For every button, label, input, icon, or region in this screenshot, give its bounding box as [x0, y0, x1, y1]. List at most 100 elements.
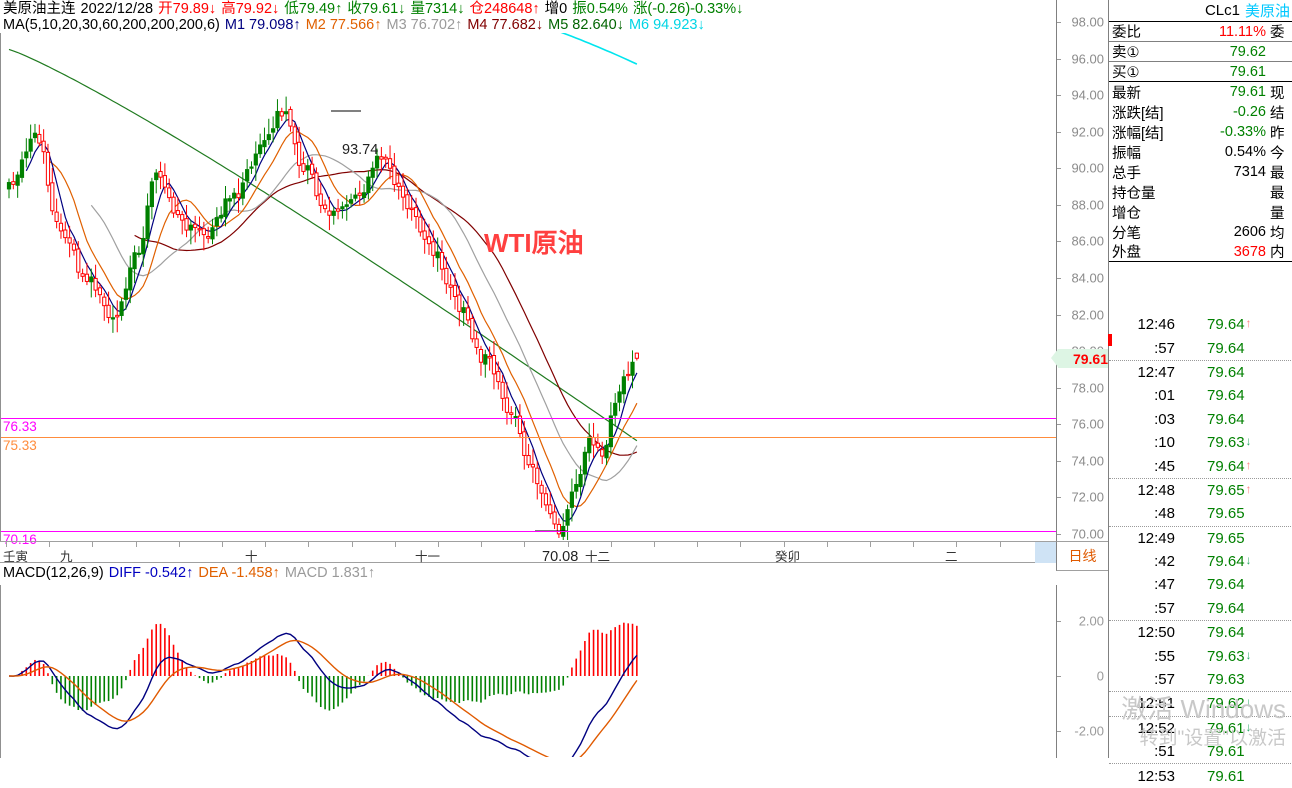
- tick-row[interactable]: 12:49 79.65: [1109, 527, 1292, 550]
- quote-row-label: 振幅: [1112, 145, 1141, 162]
- time-axis-tick: [438, 542, 439, 547]
- tick-row[interactable]: :48 79.65: [1109, 502, 1292, 527]
- price-axis-tick: [1057, 204, 1061, 206]
- quote-row-外盘[interactable]: 外盘 3678 内: [1109, 242, 1292, 262]
- quote-row-tail: 最: [1270, 185, 1285, 202]
- quote-row-value: 79.61: [1229, 63, 1266, 80]
- macd-canvas[interactable]: [1, 585, 1056, 757]
- period-label: 日线: [1068, 548, 1097, 564]
- tick-price: 79.64: [1207, 387, 1245, 405]
- price-level-line: [1, 531, 1056, 533]
- tick-row[interactable]: :51 79.61: [1109, 740, 1292, 765]
- macd-axis-label: 2.00: [1078, 613, 1104, 629]
- ma-legend-line: MA(5,10,20,30,60,200,200,200,6) M1 79.09…: [3, 17, 707, 33]
- tick-price: 79.65 ↑: [1207, 481, 1252, 499]
- tick-row[interactable]: :45 79.64 ↑: [1109, 454, 1292, 479]
- ma-line-m5: [8, 48, 638, 442]
- macd-value-MACD: MACD 1.831↑: [280, 565, 376, 581]
- tick-price: 79.64: [1207, 363, 1245, 381]
- time-axis-tick: [136, 542, 137, 547]
- tick-time: 12:47: [1137, 363, 1175, 381]
- ma-params-label[interactable]: MA(5,10,20,30,60,200,200,200,6): [3, 17, 220, 33]
- price-axis-tick: [1057, 131, 1061, 133]
- tick-row[interactable]: :57 79.63: [1109, 668, 1292, 693]
- quote-row-分笔[interactable]: 分笔 2606 均: [1109, 222, 1292, 242]
- price-level-label: 70.16: [3, 532, 37, 548]
- tick-direction-icon: ↓: [1245, 553, 1252, 568]
- tick-row[interactable]: 12:46 79.64 ↑: [1109, 313, 1292, 336]
- quote-row-tail: 均: [1270, 225, 1285, 242]
- quote-row-label: 买①: [1112, 65, 1140, 81]
- instrument-name[interactable]: 美原油主连: [3, 1, 76, 17]
- tick-time: :03: [1154, 410, 1175, 428]
- quote-row-买①[interactable]: 买① 79.61: [1109, 62, 1292, 82]
- quote-row-value: 79.61: [1229, 84, 1266, 100]
- quote-name: 美原油: [1244, 3, 1290, 20]
- tick-row[interactable]: 12:51 79.62 ↓: [1109, 692, 1292, 717]
- quote-rows: 委比 11.11% 委卖① 79.62 买① 79.61 最新 79.61 现涨跌[结] -0.2…: [1109, 22, 1292, 262]
- tick-row[interactable]: :57 79.64: [1108, 334, 1292, 361]
- quote-row-持仓量[interactable]: 持仓量 最: [1109, 182, 1292, 202]
- ma-value-M2: M2 77.566↑: [301, 17, 382, 33]
- tick-time: :57: [1154, 339, 1175, 357]
- tick-row[interactable]: :03 79.64: [1109, 408, 1292, 431]
- chart-header: 美原油主连 2022/12/28 开79.89↓ 高79.92↓ 低79.49↑…: [0, 0, 1060, 33]
- tick-time: 12:46: [1137, 316, 1175, 334]
- price-chart-panel[interactable]: 76.33 75.33 70.16 93.74 70.08 WTI原油: [0, 33, 1056, 565]
- quote-row-总手[interactable]: 总手 7314 最: [1109, 162, 1292, 182]
- time-axis-label: 十: [245, 550, 258, 564]
- macd-panel[interactable]: [0, 585, 1056, 758]
- tick-time: :57: [1154, 671, 1175, 689]
- tick-row[interactable]: :57 79.64: [1109, 597, 1292, 622]
- tick-row[interactable]: :47 79.64: [1109, 573, 1292, 596]
- tick-row[interactable]: :01 79.64: [1109, 384, 1292, 407]
- quote-row-value: 7314: [1233, 164, 1266, 180]
- quote-row-卖①[interactable]: 卖① 79.62: [1109, 42, 1292, 62]
- quote-row-最新[interactable]: 最新 79.61 现: [1109, 82, 1292, 102]
- current-price-tag: 79.61: [1051, 349, 1110, 369]
- tick-price: 79.64: [1207, 339, 1245, 357]
- price-axis[interactable]: 98.00 96.00 94.00 92.00 90.00 88.00 86.00 84.00…: [1056, 0, 1108, 542]
- quote-row-振幅[interactable]: 振幅 0.54% 今: [1109, 142, 1292, 162]
- tick-row[interactable]: 12:50 79.64: [1109, 621, 1292, 644]
- candlestick-canvas[interactable]: [1, 33, 1056, 540]
- tick-price: 79.64: [1207, 624, 1245, 642]
- time-axis-tick: [784, 542, 785, 547]
- tick-list[interactable]: 12:46 79.64 ↑:57 79.64 12:47 79.64:01 79.64:03…: [1108, 313, 1292, 785]
- quote-row-tail: 最: [1270, 165, 1285, 182]
- ma-line: [47, 130, 638, 508]
- tick-row[interactable]: :55 79.63 ↓: [1109, 644, 1292, 667]
- time-axis-tick: [913, 542, 914, 547]
- macd-line: [8, 632, 638, 757]
- tick-row[interactable]: 12:48 79.65 ↑: [1109, 479, 1292, 502]
- price-axis-label: 94.00: [1071, 87, 1104, 103]
- price-axis-tick: [1057, 460, 1061, 462]
- tick-row[interactable]: 12:47 79.64: [1109, 361, 1292, 384]
- tick-row[interactable]: 12:52 79.61 ↓: [1109, 717, 1292, 740]
- candle-series: [6, 96, 639, 540]
- header-field-振: 振0.54%: [572, 1, 628, 17]
- time-axis[interactable]: 壬寅 九 十 十一 十二 癸卯 二: [0, 541, 1056, 564]
- quote-header[interactable]: CLc1 美原油: [1109, 0, 1292, 22]
- period-selector[interactable]: 日线: [1056, 541, 1108, 571]
- header-field-增: 增0: [544, 1, 568, 17]
- tick-row[interactable]: :10 79.63 ↓: [1109, 431, 1292, 454]
- tick-direction-icon: ↑: [1245, 316, 1252, 331]
- price-axis-label: 78.00: [1071, 380, 1104, 396]
- time-axis-tick: [568, 542, 569, 547]
- quote-row-委比[interactable]: 委比 11.11% 委: [1109, 22, 1292, 42]
- time-axis-label: 壬寅: [3, 550, 29, 564]
- tick-price: 79.61: [1207, 743, 1245, 761]
- price-axis-label: 84.00: [1071, 270, 1104, 286]
- quote-row-涨跌[结][interactable]: 涨跌[结] -0.26 结: [1109, 102, 1292, 122]
- macd-axis-tick: [1057, 621, 1061, 622]
- macd-params-label[interactable]: MACD(12,26,9): [3, 565, 104, 581]
- tick-row[interactable]: 12:53 79.61: [1109, 764, 1292, 787]
- quote-row-涨幅[结][interactable]: 涨幅[结] -0.33% 昨: [1109, 122, 1292, 142]
- macd-value-DEA: DEA -1.458↑: [194, 565, 280, 581]
- quote-row-tail: 昨: [1270, 125, 1285, 142]
- quote-row-增仓[interactable]: 增仓 量: [1109, 202, 1292, 222]
- ma-line: [25, 118, 638, 523]
- tick-time: :42: [1154, 553, 1175, 571]
- tick-row[interactable]: :42 79.64 ↓: [1109, 550, 1292, 573]
